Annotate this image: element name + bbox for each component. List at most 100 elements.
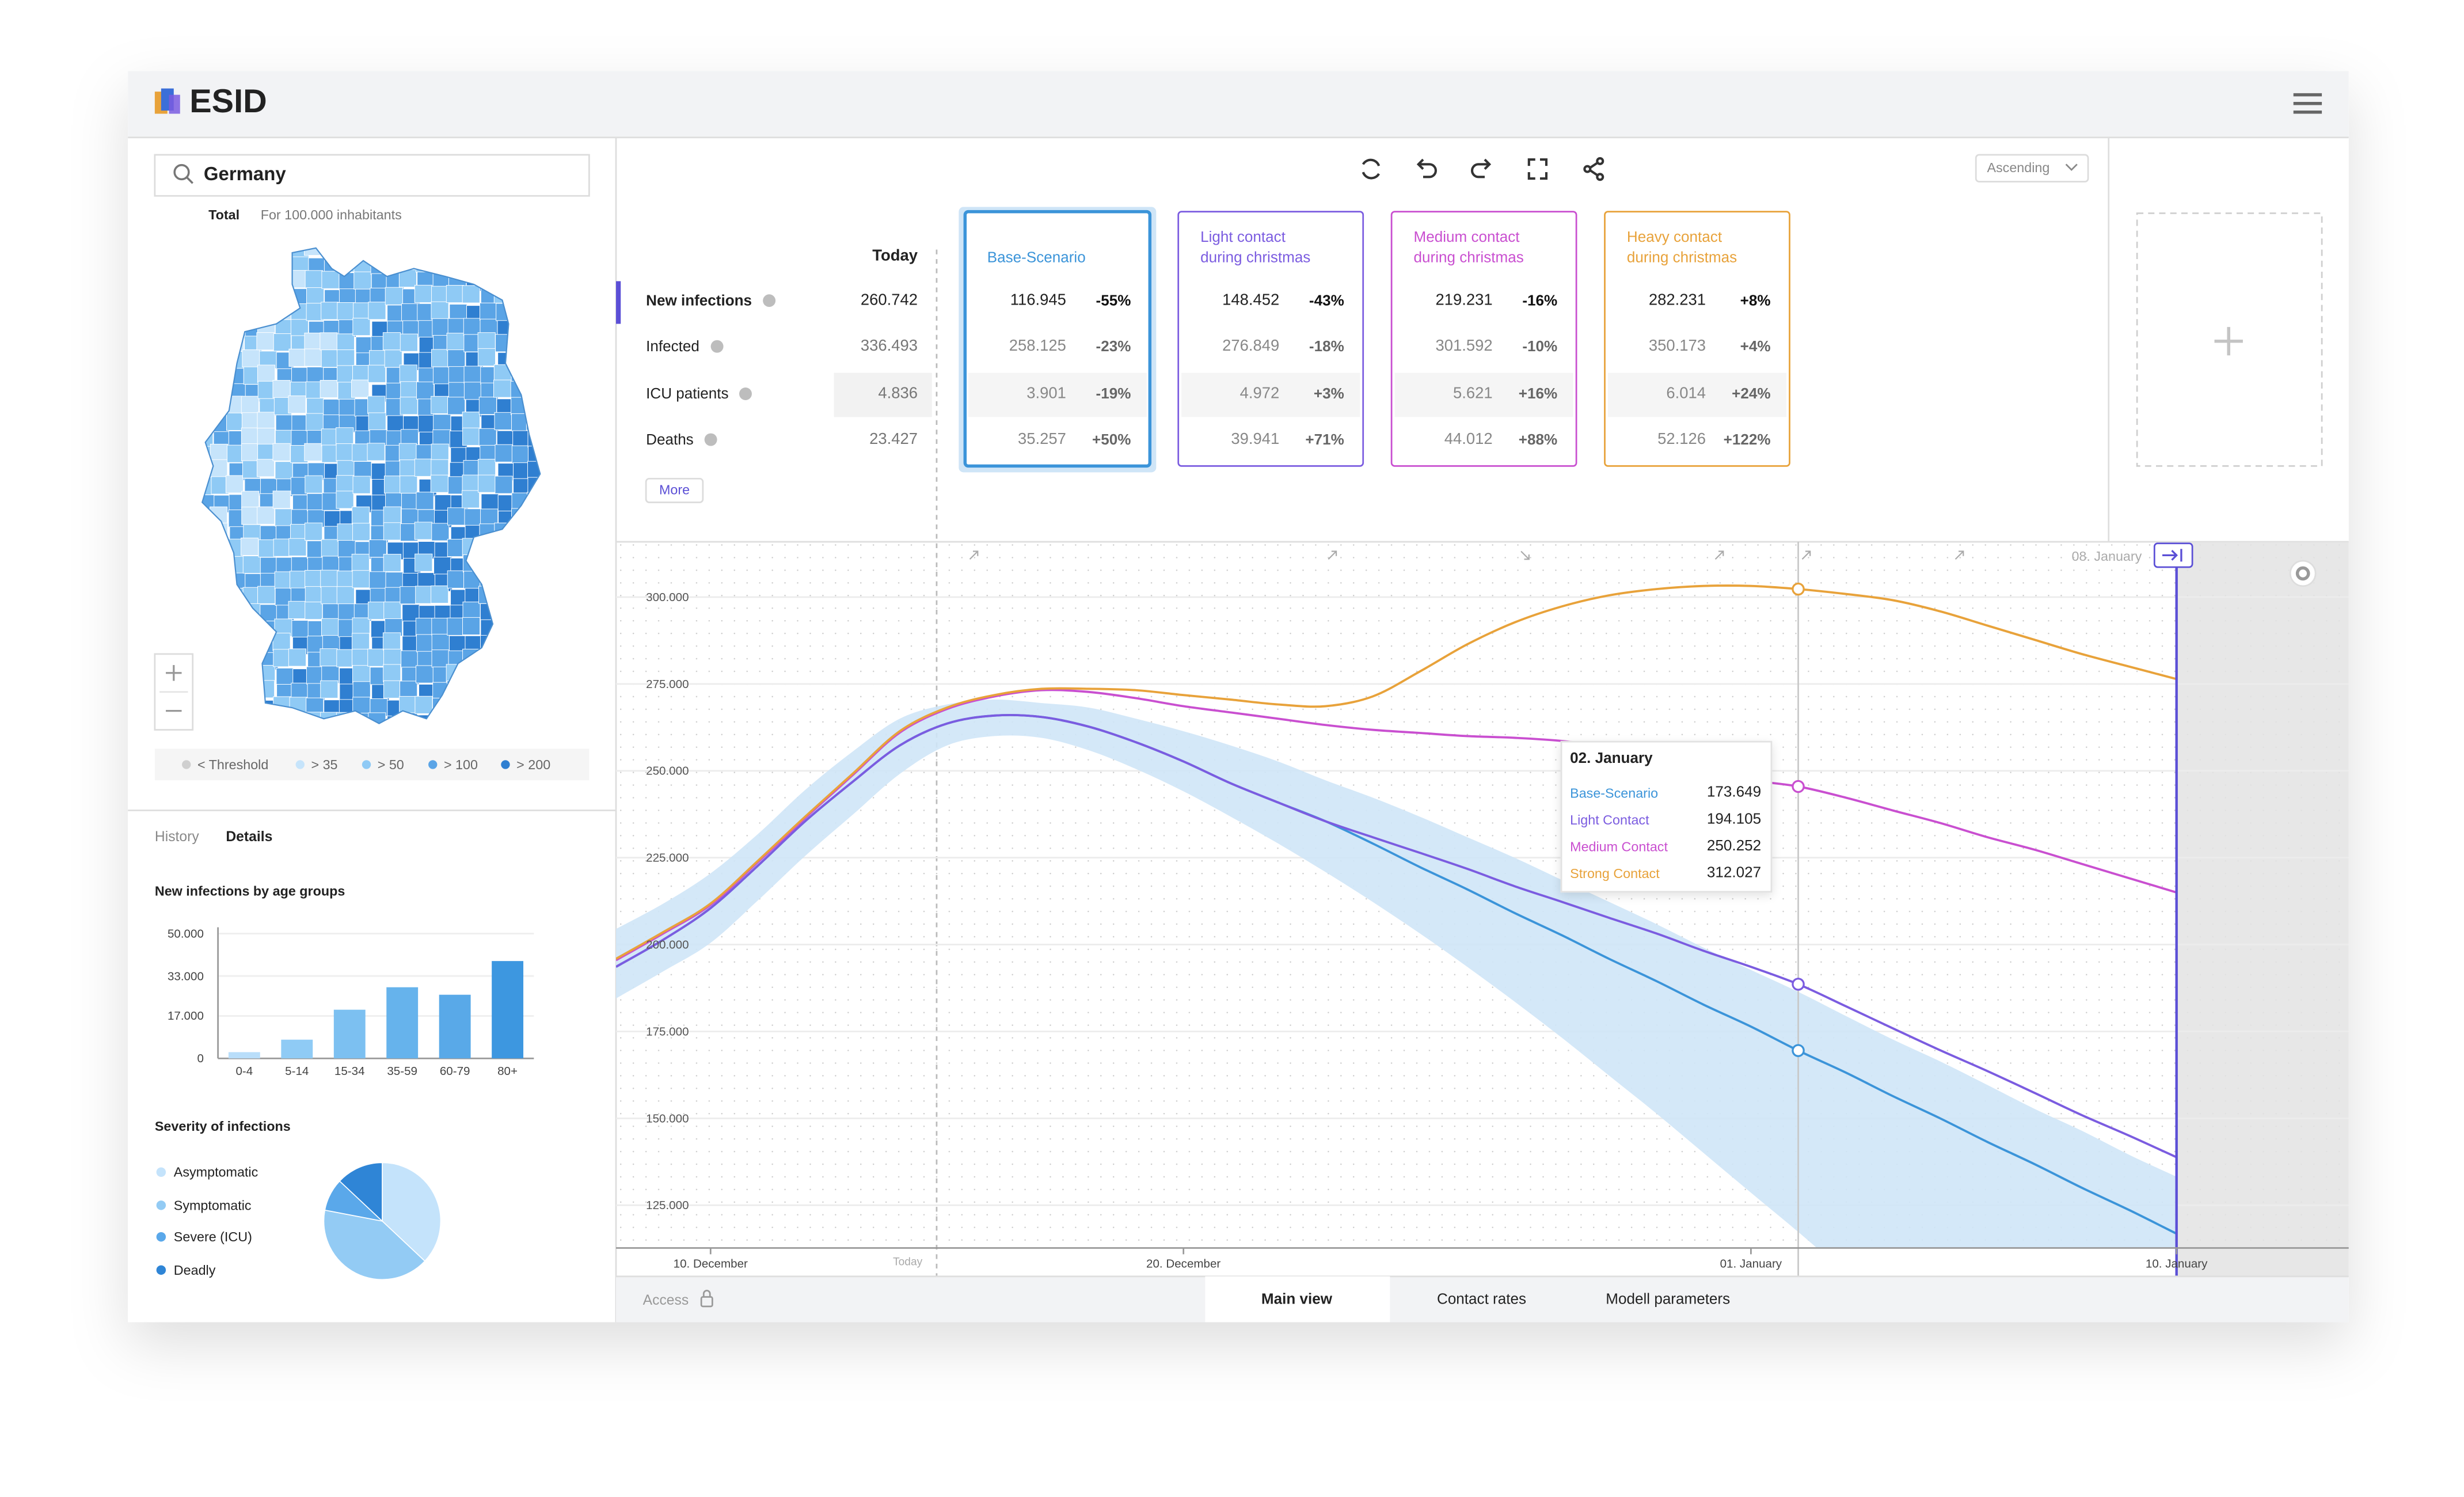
map-district[interactable] — [272, 380, 291, 398]
map-district[interactable] — [241, 427, 260, 446]
map-district[interactable] — [291, 620, 310, 639]
map-district[interactable] — [447, 570, 465, 588]
map-district[interactable] — [431, 459, 449, 477]
map-district[interactable] — [304, 348, 322, 367]
map-district[interactable] — [398, 443, 417, 461]
map-district[interactable] — [367, 396, 386, 414]
map-district[interactable] — [367, 602, 386, 620]
map-district[interactable] — [416, 492, 434, 510]
map-district[interactable] — [382, 632, 401, 651]
view-tab[interactable]: Contact rates — [1436, 1291, 1527, 1309]
map-district[interactable] — [256, 459, 275, 477]
redo-button[interactable] — [1471, 158, 1492, 178]
map-district[interactable] — [305, 475, 323, 493]
map-district[interactable] — [477, 348, 496, 367]
map-district[interactable] — [304, 443, 322, 461]
map-district[interactable] — [383, 522, 401, 541]
map-district[interactable] — [352, 476, 371, 494]
map-district[interactable] — [321, 271, 340, 289]
map-district[interactable] — [288, 538, 307, 556]
map-district[interactable] — [336, 491, 354, 509]
map-district[interactable] — [369, 571, 387, 590]
map-district[interactable] — [273, 538, 291, 557]
map-district[interactable] — [432, 366, 451, 385]
map-district[interactable] — [383, 680, 402, 698]
map-district[interactable] — [447, 617, 465, 636]
map-district[interactable] — [337, 302, 355, 321]
map-district[interactable] — [352, 318, 371, 336]
map-district[interactable] — [401, 650, 419, 668]
map-district[interactable] — [494, 412, 512, 430]
map-district[interactable] — [272, 491, 291, 509]
map-district[interactable] — [383, 554, 401, 572]
map-district[interactable] — [305, 602, 323, 620]
map-district[interactable] — [414, 458, 432, 477]
map-district[interactable] — [305, 270, 323, 288]
map-district[interactable] — [241, 443, 260, 462]
map-district[interactable] — [273, 333, 291, 352]
map-district[interactable] — [431, 523, 450, 541]
map-district[interactable] — [383, 648, 402, 667]
map-district[interactable] — [367, 648, 386, 667]
map-district[interactable] — [320, 648, 338, 667]
refresh-button[interactable] — [1362, 158, 1381, 180]
map-district[interactable] — [352, 570, 370, 588]
map-district[interactable] — [275, 415, 294, 433]
map-district[interactable] — [272, 443, 291, 461]
map-district[interactable] — [431, 618, 450, 636]
map-district[interactable] — [306, 493, 325, 511]
map-tab[interactable]: For 100.000 inhabitants — [260, 207, 402, 223]
map-district[interactable] — [305, 570, 323, 588]
map-district[interactable] — [225, 475, 244, 493]
map-district[interactable] — [415, 618, 434, 636]
map-district[interactable] — [416, 634, 435, 652]
map-district[interactable] — [463, 382, 482, 400]
map-district[interactable] — [447, 507, 466, 526]
map-district[interactable] — [241, 412, 260, 431]
map-district[interactable] — [400, 586, 418, 605]
fullscreen-button[interactable] — [1527, 158, 1548, 180]
map-district[interactable] — [368, 364, 386, 383]
zoom-in[interactable] — [166, 665, 182, 681]
map-district[interactable] — [256, 332, 275, 351]
sort-select[interactable] — [1975, 154, 2089, 183]
map-district[interactable] — [321, 302, 339, 320]
map-district[interactable] — [210, 443, 228, 462]
map-district[interactable] — [414, 522, 432, 540]
map-district[interactable] — [273, 649, 291, 667]
map-district[interactable] — [321, 586, 339, 605]
map-district[interactable] — [257, 506, 275, 525]
map-district[interactable] — [257, 364, 276, 383]
map-district[interactable] — [383, 506, 401, 525]
map-district[interactable] — [431, 286, 450, 304]
map-district[interactable] — [477, 332, 496, 351]
map-district[interactable] — [478, 474, 496, 493]
map-district[interactable] — [462, 427, 481, 446]
map-district[interactable] — [320, 569, 339, 588]
map-district[interactable] — [399, 459, 418, 478]
map-district[interactable] — [400, 333, 418, 352]
map-district[interactable] — [305, 522, 323, 541]
map-district[interactable] — [464, 508, 482, 527]
share-button[interactable] — [1583, 157, 1604, 181]
map-district[interactable] — [336, 427, 354, 446]
map-district[interactable] — [352, 633, 370, 651]
map-district[interactable] — [431, 396, 449, 414]
map-district[interactable] — [415, 586, 434, 604]
map-district[interactable] — [433, 414, 451, 432]
map-district[interactable] — [481, 493, 499, 512]
map-district[interactable] — [414, 284, 432, 303]
map-district[interactable] — [275, 461, 293, 480]
map-district[interactable] — [320, 332, 338, 351]
map-district[interactable] — [431, 585, 449, 604]
detail-tab[interactable]: History — [154, 829, 199, 845]
map-district[interactable] — [478, 397, 497, 415]
map-district[interactable] — [241, 537, 259, 556]
map-district[interactable] — [275, 508, 293, 527]
map-district[interactable] — [431, 301, 449, 320]
map-district[interactable] — [495, 444, 513, 462]
map-district[interactable] — [431, 349, 450, 367]
menu-button[interactable] — [2293, 93, 2322, 114]
map-district[interactable] — [463, 318, 481, 336]
map-district[interactable] — [257, 443, 276, 462]
